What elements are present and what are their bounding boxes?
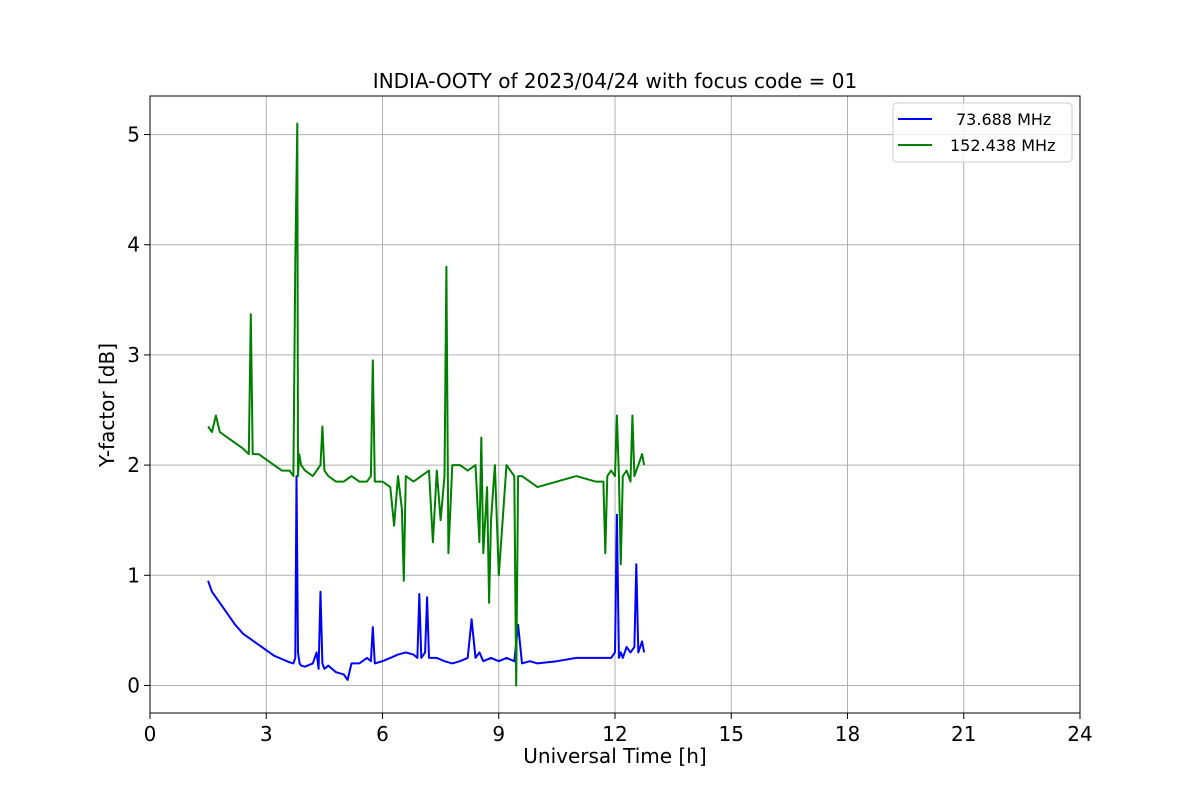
legend-label-152mhz: 152.438 MHz (950, 136, 1055, 155)
x-tick-label: 15 (719, 722, 744, 746)
legend-box (892, 102, 1073, 163)
y-axis-ticks: 0 1 2 3 4 5 (127, 123, 150, 697)
x-tick-label: 24 (1067, 722, 1092, 746)
y-tick-label: 3 (127, 343, 140, 367)
x-tick-label: 21 (951, 722, 976, 746)
legend-label-73mhz: 73.688 MHz (956, 110, 1051, 129)
y-tick-label: 1 (127, 563, 140, 587)
x-tick-label: 12 (602, 722, 627, 746)
series-line-73mhz (207, 475, 646, 681)
y-tick-label: 0 (127, 673, 140, 697)
y-tick-label: 2 (127, 453, 140, 477)
x-tick-label: 3 (260, 722, 273, 746)
data-series (207, 122, 646, 687)
x-tick-label: 6 (376, 722, 389, 746)
chart-title: INDIA-OOTY of 2023/04/24 with focus code… (373, 69, 857, 93)
legend: 73.688 MHz 152.438 MHz (892, 102, 1073, 163)
y-axis-label: Y-factor [dB] (95, 343, 119, 468)
y-tick-label: 5 (127, 123, 140, 147)
y-tick-label: 4 (127, 233, 140, 257)
x-axis-label: Universal Time [h] (523, 744, 706, 768)
x-tick-label: 9 (492, 722, 505, 746)
x-tick-label: 18 (835, 722, 860, 746)
x-axis-ticks: 0 3 6 9 12 15 18 21 24 (144, 713, 1093, 746)
x-tick-label: 0 (144, 722, 157, 746)
series-line-152mhz (207, 122, 646, 687)
